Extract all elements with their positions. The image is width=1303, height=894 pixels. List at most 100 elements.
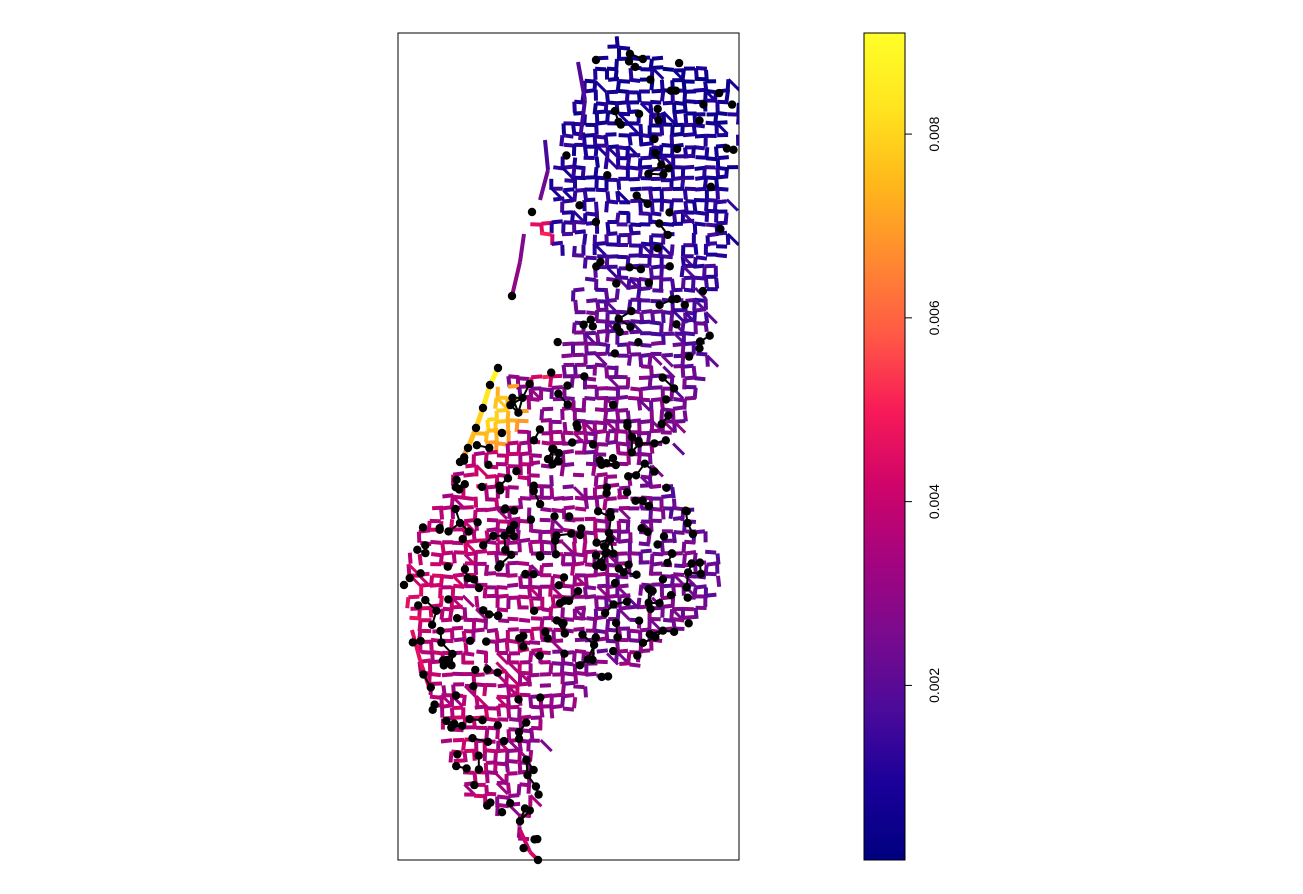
- street-segment: [504, 640, 510, 652]
- street-segment: [461, 739, 467, 751]
- network-node: [593, 507, 603, 516]
- street-segment: [607, 76, 620, 82]
- street-segment: [559, 135, 565, 147]
- network-node: [399, 580, 409, 590]
- network-node: [547, 368, 556, 377]
- street-segment: [736, 102, 739, 114]
- colorbar-tick-label: 0.002: [926, 668, 942, 703]
- street-segment: [672, 212, 678, 224]
- street-segment: [681, 81, 687, 93]
- network-node: [669, 627, 679, 636]
- network-node: [589, 640, 599, 650]
- street-segment: [582, 542, 587, 554]
- network-node: [509, 520, 519, 530]
- street-segment: [571, 166, 577, 179]
- street-segment: [572, 209, 586, 224]
- network-node: [455, 485, 464, 494]
- street-segment: [684, 395, 697, 401]
- network-node: [615, 327, 624, 337]
- street-segment: [672, 405, 685, 411]
- street-segment: [495, 782, 509, 796]
- network-node: [466, 636, 475, 645]
- street-segment: [483, 430, 490, 443]
- street-segment: [716, 110, 728, 117]
- street-segment: [473, 551, 478, 564]
- network-node: [418, 523, 428, 532]
- street-segment: [682, 122, 694, 128]
- network-node: [682, 583, 691, 592]
- network-node: [529, 436, 539, 445]
- street-segment: [704, 199, 709, 212]
- network-node: [447, 661, 456, 670]
- street-segment: [549, 475, 554, 487]
- network-node: [610, 578, 620, 588]
- street-segment: [517, 541, 522, 553]
- network-node: [442, 716, 451, 726]
- street-segment: [705, 549, 717, 555]
- street-segment: [596, 307, 609, 313]
- network-node: [669, 384, 679, 393]
- street-segment: [475, 538, 488, 543]
- street-segment: [591, 464, 597, 477]
- network-node: [683, 518, 692, 528]
- street-segment: [736, 113, 739, 125]
- network-node: [496, 560, 505, 569]
- street-segment: [578, 99, 587, 141]
- street-segment: [614, 288, 620, 300]
- street-segment: [604, 331, 610, 343]
- network-node: [579, 320, 588, 329]
- network-node: [493, 721, 502, 730]
- street-segment: [683, 113, 689, 125]
- street-segment: [563, 396, 575, 401]
- street-segment: [461, 594, 475, 608]
- network-node: [470, 780, 479, 790]
- street-segment: [637, 398, 651, 412]
- street-segment: [572, 486, 587, 500]
- network-node: [611, 460, 620, 470]
- street-segment: [715, 199, 727, 205]
- street-segment: [507, 383, 520, 389]
- street-segment: [602, 498, 608, 511]
- network-node: [695, 116, 704, 125]
- street-segment: [682, 100, 688, 113]
- network-node: [460, 565, 470, 574]
- street-segment: [518, 497, 524, 510]
- street-segment: [626, 354, 633, 366]
- street-segment: [706, 354, 720, 368]
- network-node: [588, 440, 598, 449]
- street-segment: [726, 232, 739, 246]
- network-node: [463, 574, 473, 583]
- street-segment: [630, 198, 642, 204]
- network-node: [493, 363, 503, 373]
- network-node: [450, 719, 459, 728]
- street-segment: [627, 604, 640, 610]
- network-node: [533, 855, 543, 865]
- street-segment: [574, 506, 587, 512]
- street-segment: [453, 715, 465, 720]
- network-node: [515, 817, 525, 826]
- network-node: [477, 482, 487, 492]
- street-segment: [594, 407, 607, 413]
- street-segment: [672, 515, 685, 521]
- street-segment: [581, 397, 587, 410]
- street-segment: [463, 520, 477, 534]
- network-node: [485, 380, 495, 390]
- street-segment: [704, 311, 718, 325]
- network-node: [591, 55, 601, 65]
- network-node: [535, 499, 545, 509]
- street-segment: [594, 497, 600, 509]
- street-segment: [574, 229, 586, 235]
- street-segment: [551, 704, 563, 710]
- street-segment: [680, 366, 686, 378]
- street-segment: [604, 201, 610, 213]
- street-segment: [526, 740, 531, 752]
- street-segment: [605, 638, 618, 644]
- street-segment: [683, 200, 689, 213]
- network-node: [603, 672, 613, 681]
- network-node: [559, 573, 569, 582]
- street-segment: [538, 169, 550, 201]
- network-node: [501, 504, 510, 513]
- street-segment: [683, 317, 695, 323]
- street-segment: [576, 61, 587, 101]
- street-segment: [647, 376, 653, 388]
